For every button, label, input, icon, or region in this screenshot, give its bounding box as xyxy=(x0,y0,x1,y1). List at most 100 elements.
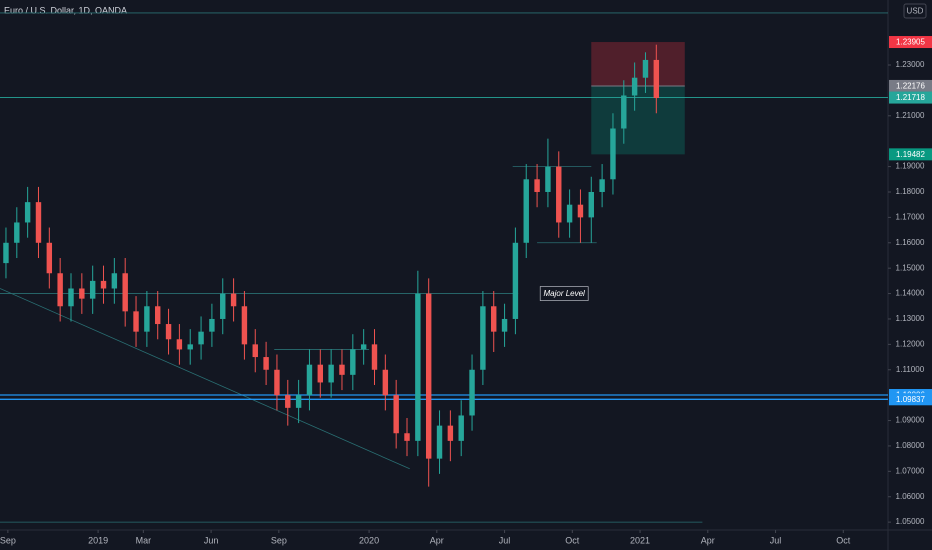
y-tick-label: 1.21000 xyxy=(896,111,925,120)
candle-body xyxy=(46,242,53,274)
y-tick-label: 1.11000 xyxy=(896,365,925,374)
candle-body xyxy=(350,349,356,375)
candle-body xyxy=(3,242,9,264)
candle-body xyxy=(230,293,237,307)
price-label-bg xyxy=(889,148,932,161)
x-tick-label: Sep xyxy=(0,535,16,545)
candle-body xyxy=(653,59,660,99)
candle-body xyxy=(556,166,562,223)
candle-body xyxy=(382,369,389,396)
candle-body xyxy=(155,306,161,325)
x-tick-label: Oct xyxy=(565,535,580,545)
price-label-bg xyxy=(889,393,932,406)
y-tick-label: 1.18000 xyxy=(896,187,925,196)
candle-body xyxy=(610,128,616,180)
candle-body xyxy=(144,306,150,332)
y-tick-label: 1.08000 xyxy=(896,441,925,450)
candle-body xyxy=(68,288,74,307)
x-tick-label: Jun xyxy=(204,535,219,545)
candle-body xyxy=(436,425,443,459)
candle-body xyxy=(328,364,334,383)
candle-body xyxy=(317,364,324,383)
position-stop-zone xyxy=(591,42,685,86)
chart-title: Euro / U.S. Dollar, 1D, OANDA xyxy=(4,5,127,15)
y-tick-label: 1.12000 xyxy=(896,339,925,348)
candle-body xyxy=(588,191,594,218)
candle-body xyxy=(371,344,378,370)
candle-body xyxy=(209,318,215,332)
y-tick-label: 1.23000 xyxy=(896,60,925,69)
candle-body xyxy=(566,204,573,223)
candle-body xyxy=(274,369,280,396)
candle-body xyxy=(198,331,204,345)
candle-body xyxy=(631,77,638,96)
x-tick-label: Jul xyxy=(770,535,782,545)
candle-body xyxy=(501,318,508,332)
candle-body xyxy=(187,344,193,350)
price-label-bg xyxy=(889,79,932,92)
candle-body xyxy=(577,204,584,218)
candle-body xyxy=(404,433,410,441)
position-target-zone xyxy=(591,85,685,155)
annotation-box xyxy=(539,286,589,301)
currency-button[interactable] xyxy=(903,3,927,19)
candle-body xyxy=(295,395,302,408)
x-tick-label: Jul xyxy=(499,535,511,545)
price-label-bg xyxy=(889,36,932,49)
y-tick-label: 1.15000 xyxy=(896,263,925,272)
x-tick-label: 2021 xyxy=(630,535,650,545)
candle-body xyxy=(447,425,454,441)
candle-body xyxy=(306,364,313,396)
price-label: 1.21718 xyxy=(896,93,925,102)
x-tick-label: Oct xyxy=(836,535,851,545)
candle-body xyxy=(545,166,551,192)
y-tick-label: 1.06000 xyxy=(896,492,925,501)
candle-body xyxy=(100,280,107,289)
candle-body xyxy=(89,280,96,299)
candle-body xyxy=(133,311,139,332)
price-label: 1.23905 xyxy=(896,38,925,47)
candle-body xyxy=(480,306,486,370)
candle-body xyxy=(252,344,258,358)
y-tick-label: 1.07000 xyxy=(896,466,925,475)
candle-body xyxy=(220,293,226,319)
candle-body xyxy=(642,59,649,78)
x-tick-label: 2020 xyxy=(359,535,379,545)
price-label: 1.22176 xyxy=(896,82,925,91)
x-tick-label: Mar xyxy=(136,535,152,545)
candle-body xyxy=(79,288,85,299)
candle-body xyxy=(35,202,42,243)
candle-body xyxy=(285,395,291,408)
annotation-text: Major Level xyxy=(543,289,585,298)
x-tick-label: Apr xyxy=(701,535,715,545)
price-label: 1.09837 xyxy=(896,395,925,404)
price-label-bg xyxy=(889,91,932,104)
candle-body xyxy=(263,357,269,370)
candle-body xyxy=(241,306,248,345)
y-tick-label: 1.09000 xyxy=(896,416,925,425)
candle-body xyxy=(122,273,128,312)
candle-body xyxy=(491,306,497,332)
candle-body xyxy=(621,95,627,129)
y-tick-label: 1.05000 xyxy=(896,517,925,526)
y-tick-label: 1.17000 xyxy=(896,212,925,221)
candle-body xyxy=(534,179,540,192)
candle-body xyxy=(339,364,345,375)
price-label: 1.19482 xyxy=(896,150,925,159)
y-tick-label: 1.14000 xyxy=(896,289,925,298)
x-tick-label: Apr xyxy=(430,535,444,545)
y-tick-label: 1.13000 xyxy=(896,314,925,323)
candle-body xyxy=(360,344,367,350)
candle-body xyxy=(14,222,20,243)
candle-body xyxy=(512,242,519,319)
candle-body xyxy=(469,369,475,416)
y-tick-label: 1.16000 xyxy=(896,238,925,247)
candle-body xyxy=(599,179,605,192)
candle-body xyxy=(24,202,31,223)
currency-label: USD xyxy=(907,7,924,16)
candle-body xyxy=(523,179,529,243)
x-tick-label: 2019 xyxy=(88,535,108,545)
candle-body xyxy=(458,415,464,441)
